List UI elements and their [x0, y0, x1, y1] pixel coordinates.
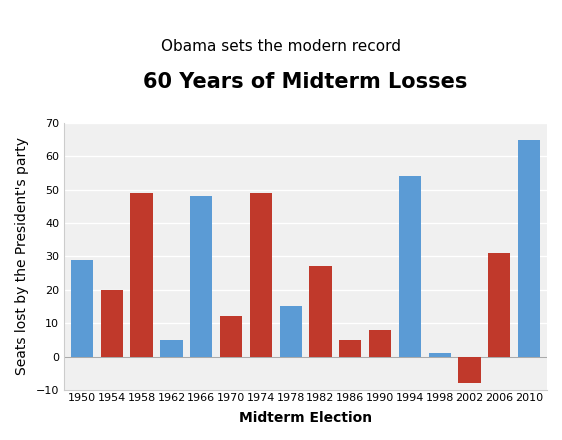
Bar: [71, 260, 93, 356]
Bar: [190, 196, 212, 356]
Text: Obama sets the modern record: Obama sets the modern record: [161, 39, 401, 54]
Bar: [518, 139, 540, 356]
Bar: [429, 353, 451, 356]
Bar: [488, 253, 510, 356]
Bar: [459, 356, 481, 383]
Bar: [398, 176, 421, 356]
Y-axis label: Seats lost by the President's party: Seats lost by the President's party: [15, 137, 29, 375]
Bar: [339, 340, 361, 356]
Bar: [130, 193, 153, 356]
X-axis label: Midterm Election: Midterm Election: [239, 411, 372, 425]
Title: 60 Years of Midterm Losses: 60 Years of Midterm Losses: [143, 72, 468, 92]
Bar: [160, 340, 183, 356]
Bar: [309, 266, 332, 356]
Bar: [369, 330, 391, 356]
Bar: [250, 193, 272, 356]
Bar: [101, 290, 123, 356]
Bar: [220, 316, 242, 356]
Bar: [279, 307, 302, 356]
